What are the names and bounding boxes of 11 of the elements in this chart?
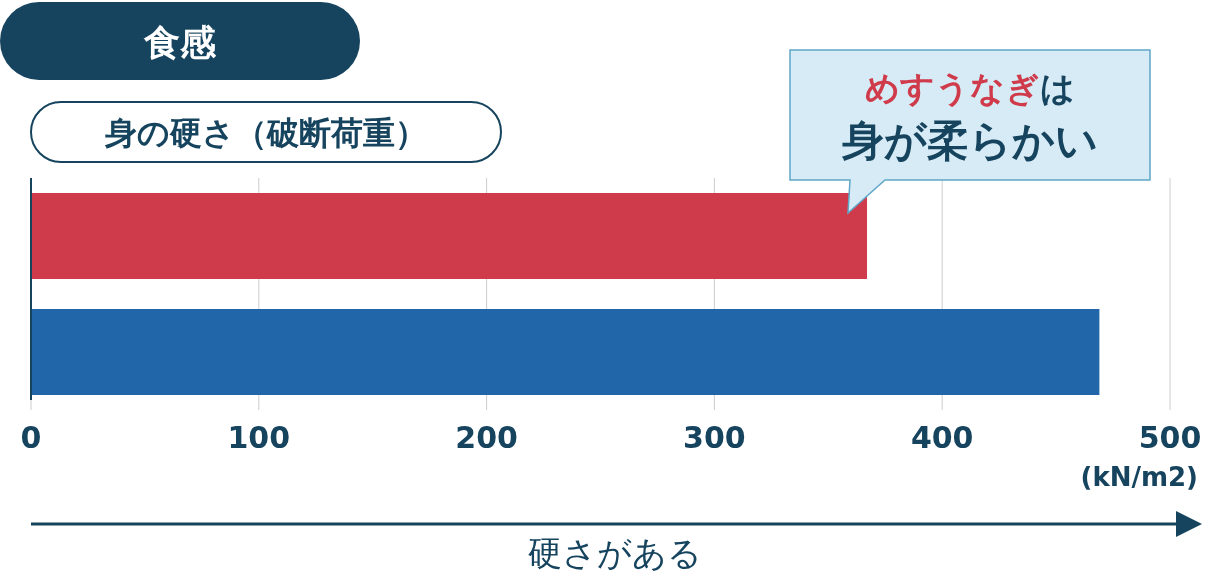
x-tick-label: 500 (1138, 420, 1202, 455)
chart-subtitle: 身の硬さ（破断荷重） (104, 114, 427, 152)
x-tick-label: 100 (227, 420, 291, 455)
x-tick-label: 300 (683, 420, 746, 455)
x-axis-title: 硬さがある (528, 533, 702, 573)
x-tick-label: 0 (20, 420, 42, 455)
text: (kN/m2) (1080, 462, 1198, 492)
callout: めすうなぎは 身が柔らかい (789, 49, 1151, 215)
chart-title: 食感 (143, 22, 217, 63)
x-tick-label: 200 (455, 420, 518, 455)
x-tick-label: 400 (910, 420, 974, 455)
